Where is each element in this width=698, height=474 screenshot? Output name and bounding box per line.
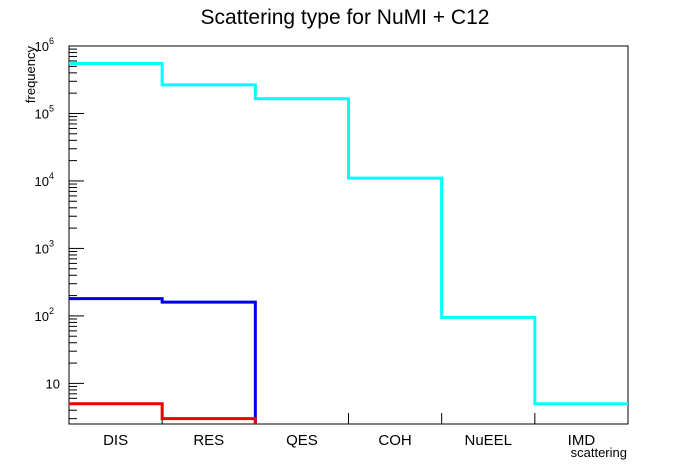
x-axis-label: scattering xyxy=(571,445,627,460)
x-axis: DIS RES QES COH NuEEL IMD xyxy=(103,413,595,449)
histogram-series-2 xyxy=(69,297,257,424)
x-tick-label: NuEEL xyxy=(464,432,512,449)
x-tick-label: IMD xyxy=(568,432,596,449)
y-tick-label: 103 xyxy=(35,238,54,256)
series-layer xyxy=(69,62,628,424)
histogram-series-3 xyxy=(69,402,257,424)
chart-title: Scattering type for NuMI + C12 xyxy=(201,6,490,29)
x-tick-label: RES xyxy=(193,432,224,449)
y-tick-label: 104 xyxy=(35,171,54,189)
y-tick-label: 106 xyxy=(35,36,54,54)
x-tick-label: QES xyxy=(286,432,318,449)
y-tick-label: 102 xyxy=(35,306,54,324)
y-axis-label: frequency xyxy=(23,46,38,104)
y-tick-label: 105 xyxy=(35,103,54,121)
y-axis: 10 102 103 104 105 106 xyxy=(35,36,84,420)
x-tick-label: DIS xyxy=(103,432,128,449)
histogram-series-1 xyxy=(69,62,628,406)
x-tick-label: COH xyxy=(378,432,411,449)
y-tick-label: 10 xyxy=(46,376,60,391)
